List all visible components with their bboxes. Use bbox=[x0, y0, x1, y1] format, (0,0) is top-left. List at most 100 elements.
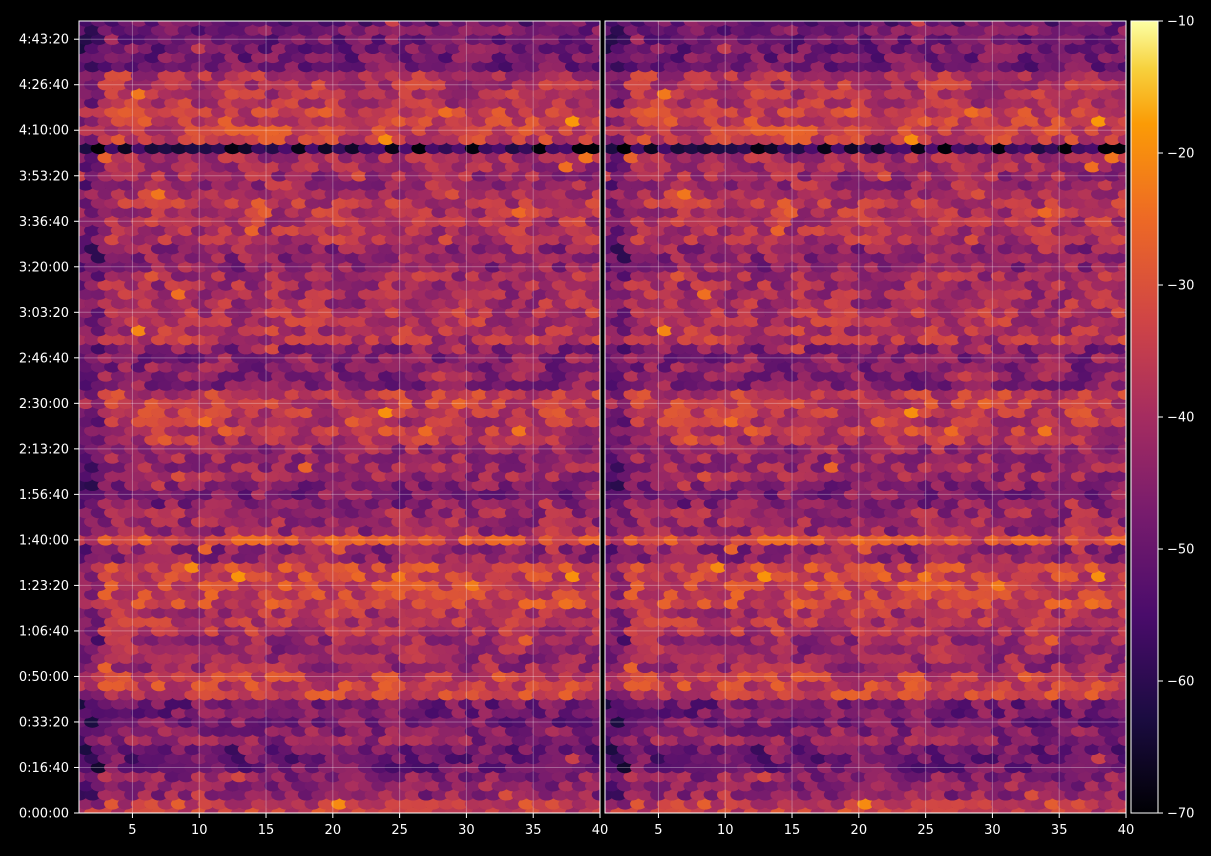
heat-cell bbox=[743, 770, 761, 783]
heat-cell bbox=[190, 479, 208, 491]
heat-cell bbox=[591, 206, 600, 218]
heat-cell bbox=[190, 443, 208, 455]
heat-cell bbox=[538, 42, 555, 54]
heat-cell bbox=[364, 315, 382, 328]
heat-cell bbox=[244, 443, 261, 455]
heat-cell bbox=[498, 588, 515, 601]
heat-cell bbox=[890, 770, 908, 783]
heat-cell bbox=[1084, 616, 1101, 628]
heat-cell bbox=[291, 21, 308, 27]
heat-cell bbox=[250, 69, 268, 82]
heat-cell bbox=[770, 552, 787, 564]
heat-cell bbox=[90, 452, 108, 464]
heat-cell bbox=[431, 588, 449, 601]
heat-cell bbox=[531, 324, 549, 337]
heat-cell bbox=[150, 115, 168, 127]
heat-cell bbox=[391, 24, 408, 36]
heat-cell bbox=[585, 33, 600, 45]
heat-cell bbox=[137, 352, 155, 364]
heat-cell bbox=[1024, 516, 1041, 528]
heat-cell bbox=[605, 798, 620, 810]
heat-cell bbox=[404, 115, 422, 127]
heat-cell bbox=[444, 297, 462, 309]
heat-cell bbox=[690, 679, 707, 692]
heat-cell bbox=[277, 361, 295, 373]
heat-cell bbox=[384, 106, 402, 118]
heat-cell bbox=[924, 616, 941, 628]
heat-cell bbox=[676, 716, 694, 728]
heat-cell bbox=[518, 288, 535, 300]
heat-cell bbox=[491, 780, 509, 792]
heat-cell bbox=[364, 151, 382, 164]
heat-cell bbox=[150, 479, 168, 491]
heat-cell bbox=[1097, 780, 1115, 792]
heat-cell bbox=[438, 488, 455, 501]
heat-cell bbox=[331, 543, 348, 555]
heat-cell bbox=[1010, 607, 1028, 619]
heat-cell bbox=[511, 443, 529, 455]
heat-cell bbox=[565, 388, 582, 400]
heat-cell bbox=[438, 543, 455, 555]
heat-cell bbox=[297, 734, 315, 746]
heat-cell bbox=[84, 497, 101, 510]
heat-cell bbox=[157, 343, 175, 355]
heat-cell bbox=[164, 516, 181, 528]
heat-cell bbox=[97, 479, 114, 491]
heat-cell bbox=[271, 151, 288, 164]
heat-cell bbox=[544, 288, 562, 300]
heat-cell bbox=[1030, 725, 1048, 737]
heat-cell bbox=[250, 306, 268, 318]
heat-cell bbox=[317, 343, 335, 355]
heat-cell bbox=[591, 516, 600, 528]
heat-cell bbox=[518, 725, 535, 737]
heat-cell bbox=[743, 625, 761, 637]
heat-cell bbox=[538, 752, 555, 765]
heat-cell bbox=[404, 479, 422, 491]
heat-cell bbox=[150, 661, 168, 673]
heat-cell bbox=[803, 670, 821, 683]
heat-cell bbox=[478, 88, 495, 100]
heat-cell bbox=[351, 425, 368, 437]
heat-cell bbox=[591, 770, 600, 783]
heat-cell bbox=[217, 242, 235, 255]
heat-cell bbox=[337, 552, 355, 564]
heat-cell bbox=[823, 552, 841, 564]
heat-cell bbox=[585, 707, 600, 719]
heat-cell bbox=[157, 743, 175, 755]
heat-cell bbox=[217, 115, 235, 127]
heat-cell bbox=[524, 24, 542, 36]
heat-cell bbox=[204, 679, 221, 692]
heat-cell bbox=[837, 625, 854, 637]
heat-cell bbox=[524, 79, 542, 91]
heat-cell bbox=[518, 179, 535, 191]
heat-cell bbox=[944, 734, 961, 746]
heat-cell bbox=[504, 470, 522, 482]
heat-cell bbox=[730, 698, 747, 710]
heat-cell bbox=[578, 443, 595, 455]
heat-cell bbox=[211, 634, 228, 646]
heat-cell bbox=[211, 652, 228, 664]
heat-cell bbox=[244, 752, 261, 765]
heat-cell bbox=[950, 743, 968, 755]
heat-cell bbox=[257, 24, 275, 36]
heat-cell bbox=[271, 752, 288, 765]
heat-cell bbox=[451, 179, 469, 191]
heat-cell bbox=[184, 33, 201, 45]
heat-cell bbox=[164, 625, 181, 637]
heat-cell bbox=[605, 506, 620, 519]
heat-cell bbox=[683, 689, 701, 701]
heat-cell bbox=[743, 588, 761, 601]
heat-cell bbox=[990, 743, 1008, 755]
heat-cell bbox=[616, 488, 634, 501]
heat-cell bbox=[458, 643, 475, 655]
heat-cell bbox=[257, 133, 275, 145]
heat-cell bbox=[237, 561, 255, 573]
heat-cell bbox=[117, 616, 135, 628]
heat-cell bbox=[244, 242, 261, 255]
heat-cell bbox=[211, 361, 228, 373]
heat-cell bbox=[418, 406, 435, 419]
heat-cell bbox=[451, 798, 469, 810]
heat-cell bbox=[250, 725, 268, 737]
heat-cell bbox=[164, 661, 181, 673]
heat-cell bbox=[690, 661, 707, 673]
